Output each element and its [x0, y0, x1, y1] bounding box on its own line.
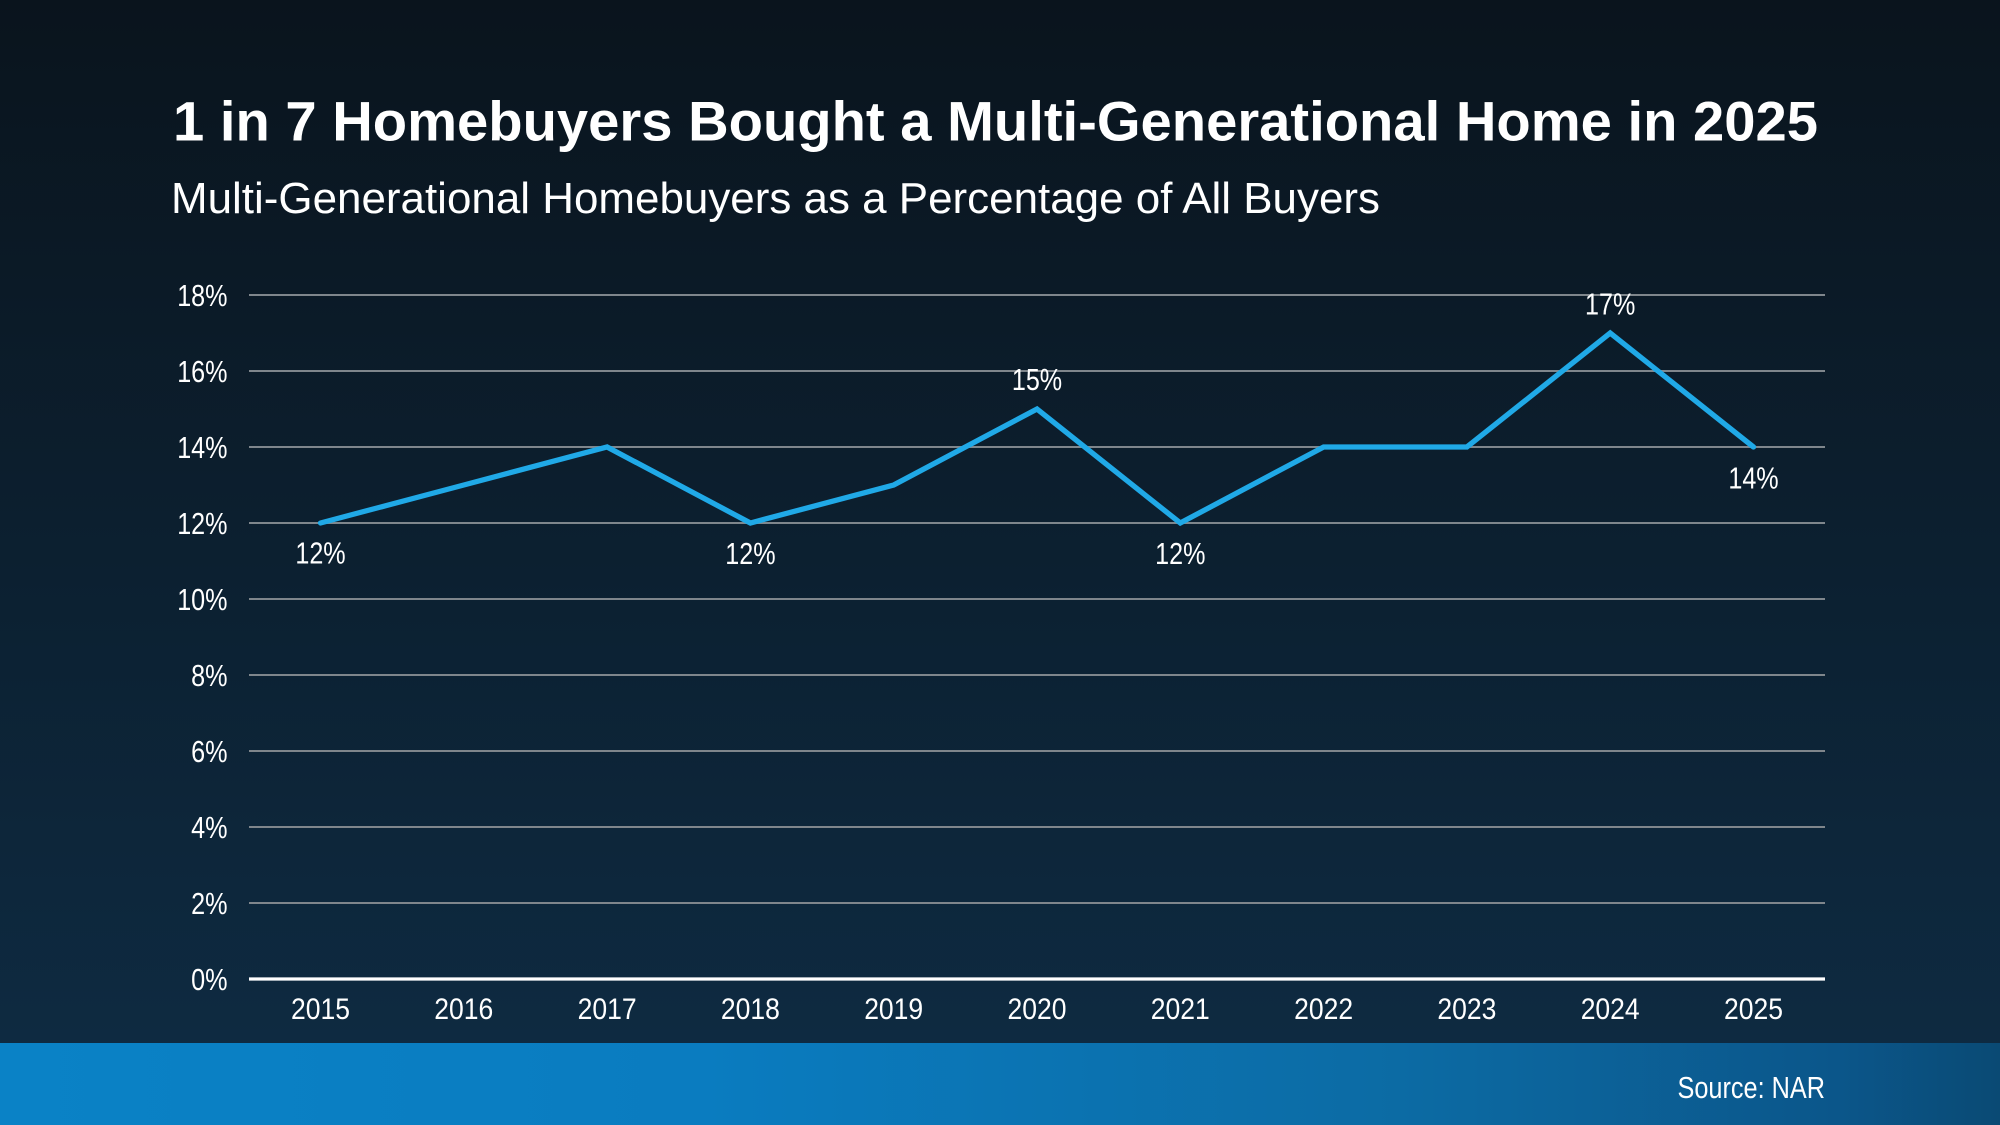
- svg-text:2021: 2021: [1151, 993, 1210, 1026]
- svg-text:14%: 14%: [177, 430, 227, 465]
- svg-text:2015: 2015: [291, 993, 350, 1026]
- svg-text:2018: 2018: [721, 993, 780, 1026]
- svg-text:2023: 2023: [1437, 993, 1496, 1026]
- svg-text:14%: 14%: [1728, 462, 1778, 496]
- svg-text:12%: 12%: [295, 537, 345, 571]
- svg-text:2024: 2024: [1581, 993, 1640, 1026]
- svg-text:2016: 2016: [434, 993, 493, 1026]
- svg-text:2025: 2025: [1724, 993, 1783, 1026]
- svg-text:2%: 2%: [191, 886, 227, 921]
- svg-text:1 in 7 Homebuyers Bought a Mul: 1 in 7 Homebuyers Bought a Multi-Generat…: [173, 89, 1818, 152]
- svg-text:15%: 15%: [1012, 363, 1062, 397]
- svg-text:12%: 12%: [1155, 537, 1205, 571]
- svg-text:2019: 2019: [864, 993, 923, 1026]
- svg-text:6%: 6%: [191, 734, 227, 769]
- svg-text:10%: 10%: [177, 582, 227, 617]
- svg-text:8%: 8%: [191, 658, 227, 693]
- svg-text:4%: 4%: [191, 810, 227, 845]
- svg-text:12%: 12%: [725, 537, 775, 571]
- svg-text:2022: 2022: [1294, 993, 1353, 1026]
- svg-text:12%: 12%: [177, 506, 227, 541]
- svg-text:Multi-Generational Homebuyers: Multi-Generational Homebuyers as a Perce…: [171, 174, 1380, 223]
- svg-text:2017: 2017: [578, 993, 637, 1026]
- svg-text:2020: 2020: [1008, 993, 1067, 1026]
- svg-text:18%: 18%: [177, 278, 227, 313]
- svg-text:17%: 17%: [1585, 288, 1635, 322]
- svg-text:0%: 0%: [191, 962, 227, 997]
- svg-text:16%: 16%: [177, 354, 227, 389]
- svg-text:Source: NAR: Source: NAR: [1678, 1071, 1826, 1105]
